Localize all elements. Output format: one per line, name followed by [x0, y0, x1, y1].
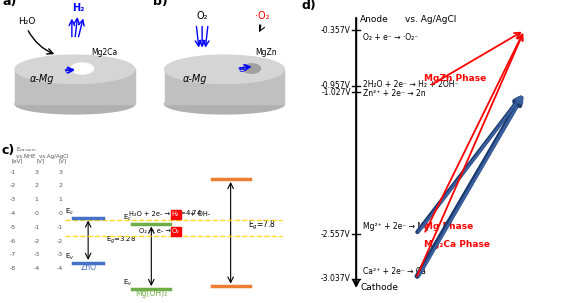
Text: -2: -2 [57, 238, 63, 244]
Text: 1: 1 [58, 197, 62, 202]
Ellipse shape [71, 63, 94, 74]
Text: E$_{vacuum}$
vs.NHE  vs.Ag/AgCl: E$_{vacuum}$ vs.NHE vs.Ag/AgCl [16, 145, 69, 159]
Text: 2H₂O + 2e⁻ → H₂ + 2OH⁻: 2H₂O + 2e⁻ → H₂ + 2OH⁻ [363, 80, 458, 89]
Text: Cathode: Cathode [360, 283, 398, 292]
Text: e⁻: e⁻ [239, 65, 249, 75]
Text: α-Mg: α-Mg [182, 74, 207, 84]
Text: Mg2Ca: Mg2Ca [92, 48, 118, 57]
Ellipse shape [15, 55, 134, 84]
Polygon shape [165, 69, 284, 104]
Text: Mg(OH)₂: Mg(OH)₂ [135, 289, 167, 298]
Text: -0.357V: -0.357V [321, 26, 351, 35]
Text: -3: -3 [33, 252, 40, 257]
Ellipse shape [242, 64, 260, 73]
Text: E$_g$=3.28: E$_g$=3.28 [106, 235, 136, 246]
Text: Mg Phase: Mg Phase [424, 222, 473, 231]
Text: MgZn Phase: MgZn Phase [424, 74, 486, 83]
Text: -4: -4 [10, 211, 16, 216]
Text: -1: -1 [10, 170, 16, 175]
Text: Zn²⁺ + 2e⁻ → 2n: Zn²⁺ + 2e⁻ → 2n [363, 89, 425, 98]
Text: -5: -5 [10, 225, 16, 230]
Text: H₂: H₂ [72, 3, 84, 13]
Text: E$_v$: E$_v$ [64, 252, 74, 262]
Text: -1: -1 [34, 225, 40, 230]
Text: -3: -3 [10, 197, 16, 202]
Text: Ca²⁺ + 2e⁻ → Ca: Ca²⁺ + 2e⁻ → Ca [363, 267, 426, 276]
Text: E$_v$: E$_v$ [123, 278, 133, 288]
Polygon shape [15, 69, 134, 104]
Text: ·O₂: ·O₂ [255, 11, 270, 21]
Text: ZnO: ZnO [80, 263, 96, 272]
Text: [eV]: [eV] [12, 158, 23, 164]
Text: c): c) [2, 144, 15, 157]
Text: -6: -6 [10, 238, 16, 244]
Text: Anode: Anode [360, 15, 389, 24]
Ellipse shape [15, 94, 134, 114]
Text: -7: -7 [10, 252, 16, 257]
Text: E$_g$=4.74: E$_g$=4.74 [172, 208, 202, 220]
Text: 3: 3 [58, 170, 62, 175]
Text: vs. Ag/AgCl: vs. Ag/AgCl [405, 15, 457, 24]
Text: -4: -4 [57, 266, 63, 271]
Text: -1.027V: -1.027V [321, 88, 351, 97]
Text: Mg²⁺ + 2e⁻ → Mg: Mg²⁺ + 2e⁻ → Mg [363, 222, 429, 231]
Text: + OH-: + OH- [189, 211, 210, 218]
Text: e⁻: e⁻ [64, 66, 75, 75]
Text: d): d) [302, 0, 317, 12]
Text: -1: -1 [57, 225, 63, 230]
Ellipse shape [165, 94, 284, 114]
Text: [V]: [V] [59, 158, 67, 164]
Text: 0: 0 [35, 211, 38, 216]
Text: 2: 2 [58, 183, 62, 188]
Text: α-Mg: α-Mg [30, 74, 54, 84]
Text: O₂: O₂ [172, 228, 180, 235]
Ellipse shape [165, 55, 284, 84]
Text: -3.037V: -3.037V [321, 274, 351, 283]
Text: H₂O: H₂O [18, 17, 36, 26]
Text: E$_g$=7.8: E$_g$=7.8 [248, 219, 276, 232]
Text: -8: -8 [10, 266, 16, 271]
Text: 1: 1 [35, 197, 38, 202]
Text: -4: -4 [33, 266, 40, 271]
Text: b): b) [153, 0, 167, 8]
Text: 3: 3 [34, 170, 39, 175]
Text: 2: 2 [34, 183, 39, 188]
Text: O₂: O₂ [197, 11, 208, 21]
Text: E$_c$: E$_c$ [123, 213, 133, 223]
Text: [V]: [V] [37, 158, 45, 164]
Text: E$_c$: E$_c$ [64, 207, 74, 217]
Text: -3: -3 [57, 252, 63, 257]
Text: a): a) [3, 0, 18, 8]
Text: H₂O + 2e- →: H₂O + 2e- → [129, 211, 171, 218]
Text: -0.957V: -0.957V [321, 82, 351, 90]
Text: O₂ + e⁻ → ·O₂⁻: O₂ + e⁻ → ·O₂⁻ [363, 33, 418, 42]
Text: MgZn: MgZn [256, 48, 277, 57]
Text: -2.557V: -2.557V [321, 230, 351, 239]
Text: -2: -2 [10, 183, 16, 188]
Text: Mg₂Ca Phase: Mg₂Ca Phase [424, 240, 490, 249]
Text: -2: -2 [33, 238, 40, 244]
Text: O₂ + e- →: O₂ + e- → [138, 228, 171, 235]
Text: H₂: H₂ [172, 211, 180, 218]
Text: 0: 0 [58, 211, 62, 216]
